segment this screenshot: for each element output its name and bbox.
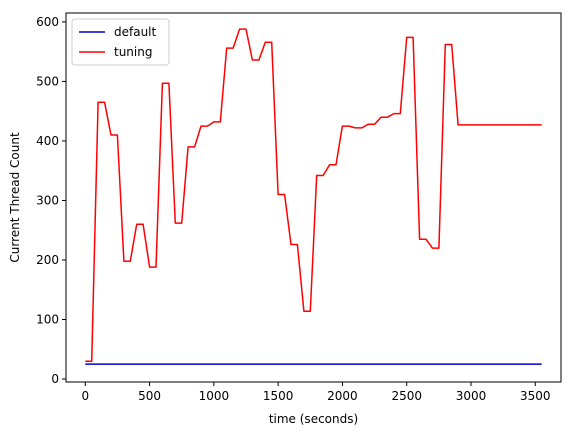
legend-box bbox=[71, 18, 170, 66]
y-axis-label: Current Thread Count bbox=[8, 132, 22, 263]
x-tick-label: 3500 bbox=[520, 389, 551, 403]
x-tick-label: 2000 bbox=[327, 389, 358, 403]
x-tick-label: 2500 bbox=[391, 389, 422, 403]
plot-frame bbox=[65, 12, 562, 383]
plot-area bbox=[66, 13, 561, 382]
legend: default tuning bbox=[71, 18, 170, 66]
x-axis-label: time (seconds) bbox=[269, 412, 358, 426]
y-tick-label: 0 bbox=[51, 372, 59, 386]
legend-label-tuning: tuning bbox=[114, 45, 152, 59]
y-tick-label: 100 bbox=[36, 313, 59, 327]
y-tick-label: 200 bbox=[36, 253, 59, 267]
legend-label-default: default bbox=[114, 25, 157, 39]
y-axis-ticks: 0 100 200 300 400 500 600 bbox=[36, 15, 66, 386]
y-tick-label: 300 bbox=[36, 193, 59, 207]
x-tick-label: 0 bbox=[81, 389, 89, 403]
x-tick-label: 3000 bbox=[456, 389, 487, 403]
y-tick-label: 500 bbox=[36, 74, 59, 88]
x-tick-label: 500 bbox=[138, 389, 161, 403]
x-tick-label: 1500 bbox=[263, 389, 294, 403]
y-tick-label: 400 bbox=[36, 134, 59, 148]
x-tick-label: 1000 bbox=[199, 389, 230, 403]
series-lines bbox=[85, 28, 542, 365]
x-axis-ticks: 0 500 1000 1500 2000 2500 3000 3500 bbox=[81, 382, 551, 403]
series-line-tuning bbox=[85, 28, 542, 362]
y-tick-label: 600 bbox=[36, 15, 59, 29]
